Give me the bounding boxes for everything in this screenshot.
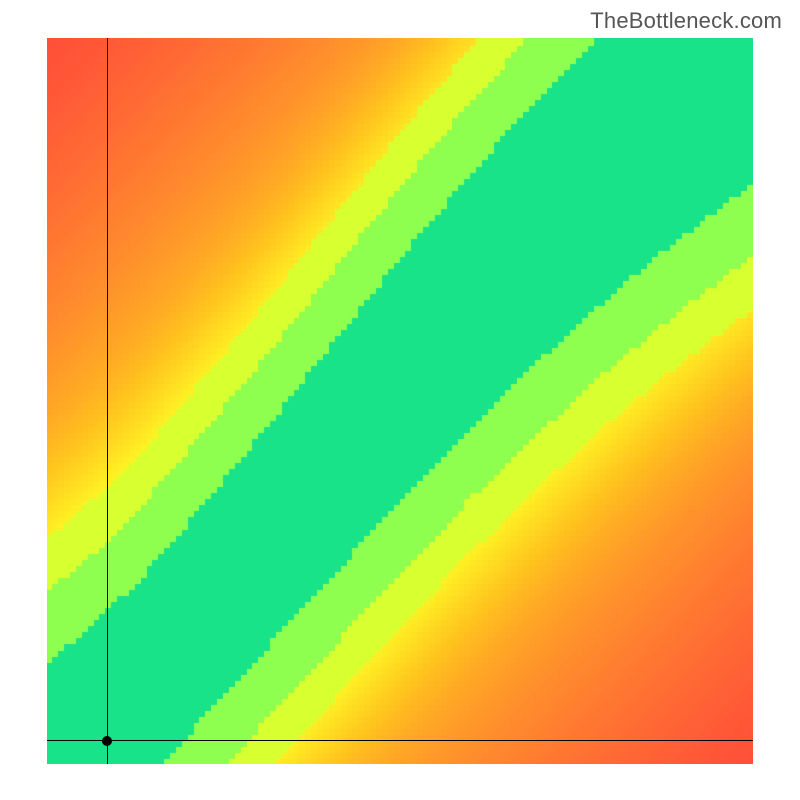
bottleneck-heatmap (47, 38, 753, 764)
crosshair-vertical (107, 38, 108, 764)
crosshair-horizontal (47, 740, 753, 741)
data-point-marker (102, 736, 112, 746)
watermark-text: TheBottleneck.com (590, 8, 782, 34)
